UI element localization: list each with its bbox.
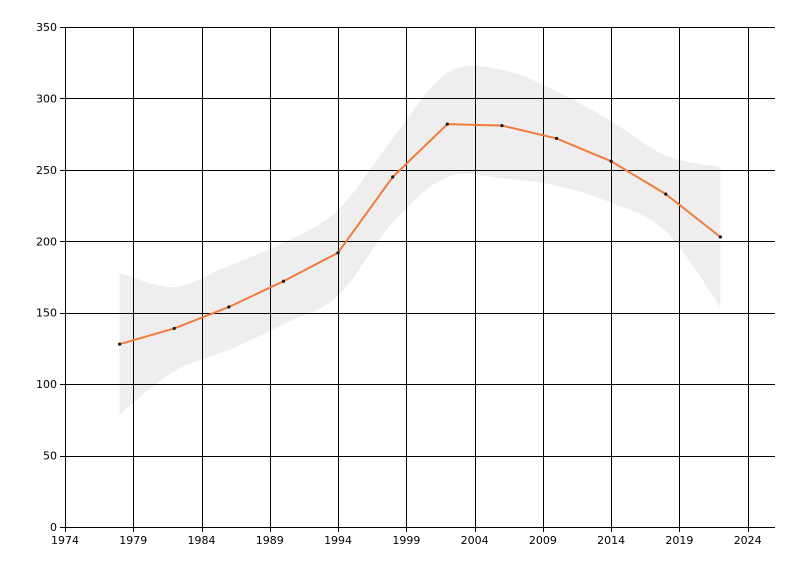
series-line-0: [119, 123, 721, 346]
y-tick-label-50: 50: [43, 450, 57, 463]
confidence-band-layer: [119, 65, 721, 415]
data-point-1990: [281, 279, 286, 283]
x-tick-label-2019: 2019: [665, 534, 693, 547]
data-point-2014: [609, 159, 613, 163]
y-tick-label-350: 350: [36, 21, 57, 34]
x-tick-label-1994: 1994: [324, 534, 352, 547]
series-line-layer: [118, 122, 722, 346]
x-tick-label-2004: 2004: [461, 534, 489, 547]
y-tick-label-250: 250: [36, 164, 57, 177]
x-tick-label-2009: 2009: [529, 534, 557, 547]
data-point-2010: [554, 136, 559, 141]
grid-layer: [65, 27, 775, 528]
data-point-2006: [500, 123, 504, 128]
data-point-1994: [336, 251, 340, 255]
tick-label-layer: 1974 1979 1984 1989 1994 1999 2004 2009 2014 2019…: [36, 21, 762, 547]
data-point-2018: [664, 192, 668, 196]
data-point-2022: [718, 235, 722, 239]
x-tick-label-2024: 2024: [734, 534, 762, 547]
data-point-1986: [227, 305, 231, 309]
y-tick-label-100: 100: [36, 378, 57, 391]
y-tick-label-300: 300: [36, 92, 57, 105]
x-tick-label-1974: 1974: [51, 534, 79, 547]
data-point-1998: [391, 175, 395, 179]
x-tick-label-2014: 2014: [597, 534, 625, 547]
data-point-1982: [172, 326, 176, 331]
data-point-1978: [118, 342, 122, 346]
data-point-2002: [445, 122, 449, 126]
axis-layer: [60, 27, 775, 532]
x-tick-label-1984: 1984: [188, 534, 216, 547]
x-tick-label-1979: 1979: [119, 534, 147, 547]
x-tick-label-1989: 1989: [256, 534, 284, 547]
y-tick-label-200: 200: [36, 235, 57, 248]
y-tick-label-0: 0: [50, 521, 57, 534]
confidence-band-0: [119, 65, 721, 415]
y-tick-label-150: 150: [36, 307, 57, 320]
x-tick-label-1999: 1999: [392, 534, 420, 547]
